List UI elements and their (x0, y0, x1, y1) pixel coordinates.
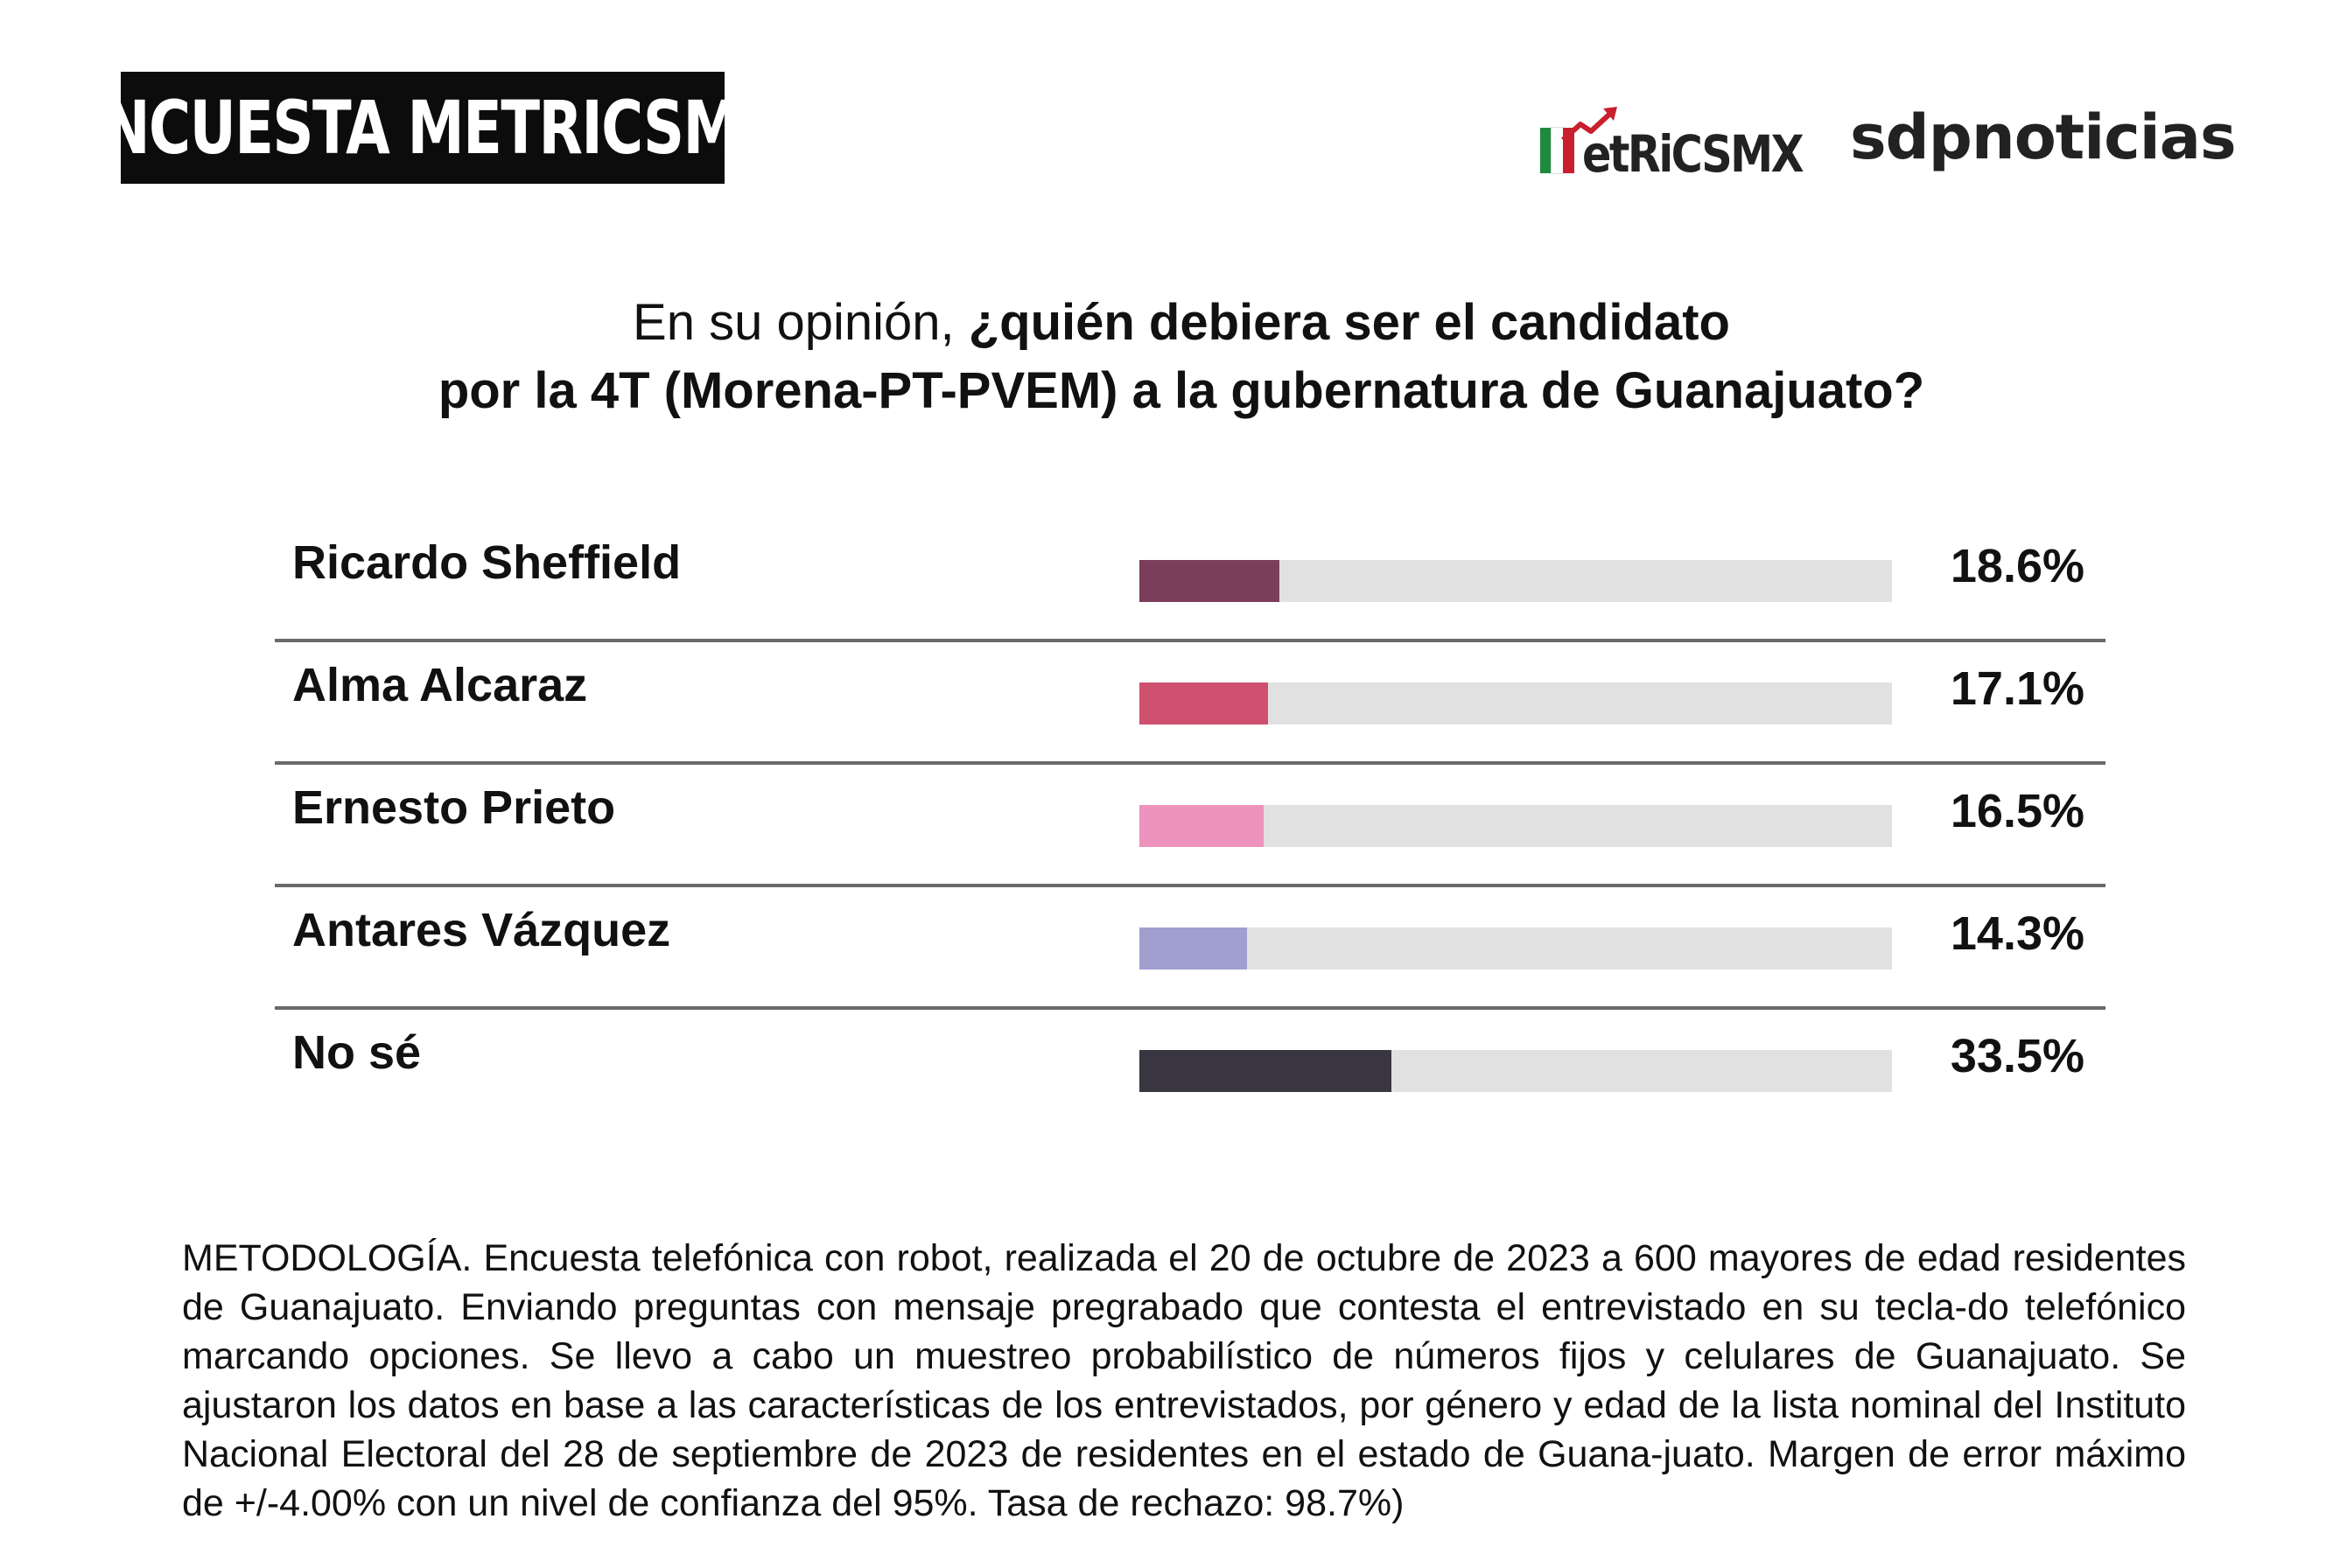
bar (1139, 805, 1264, 847)
bar-value-label: 17.1% (1950, 662, 2084, 715)
bar-track (1139, 805, 1892, 847)
survey-badge: ENCUESTA METRICSMX (64, 72, 782, 184)
bar-value-label: 16.5% (1950, 785, 2084, 837)
survey-badge-text: ENCUESTA METRICSMX (64, 85, 782, 171)
bar-label: Ernesto Prieto (292, 781, 616, 834)
bar (1139, 928, 1247, 970)
metricsmx-logo-text: etRiCSMX (1582, 124, 1804, 184)
row-divider (275, 884, 2105, 887)
bar-label: No sé (292, 1026, 422, 1079)
bar (1139, 560, 1279, 602)
question-title: En su opinión, ¿quién debiera ser el can… (175, 289, 2188, 425)
bar (1139, 1050, 1392, 1092)
question-line1-bold: ¿quién debiera ser el candidato (968, 294, 1730, 351)
question-line1-normal: En su opinión, (633, 294, 969, 351)
bar-value-label: 33.5% (1950, 1030, 2084, 1082)
bar-value-label: 18.6% (1950, 540, 2084, 592)
bar-track (1139, 682, 1892, 724)
bar-track (1139, 1050, 1892, 1092)
row-divider (275, 1006, 2105, 1010)
bar-label: Ricardo Sheffield (292, 536, 682, 589)
trend-arrow-icon (1560, 107, 1617, 143)
question-line2: por la 4T (Morena-PT-PVEM) a la gubernat… (438, 362, 1925, 419)
bar-track (1139, 560, 1892, 602)
row-divider (275, 761, 2105, 765)
sdpnoticias-logo: sdpnoticias (1850, 102, 2237, 173)
metricsmx-logo: etRiCSMX (1540, 105, 1804, 184)
bar (1139, 682, 1269, 724)
bar-label: Alma Alcaraz (292, 659, 588, 711)
bar-track (1139, 928, 1892, 970)
methodology-text: METODOLOGÍA. Encuesta telefónica con rob… (182, 1237, 2186, 1524)
bar-value-label: 14.3% (1950, 907, 2084, 960)
row-divider (275, 639, 2105, 642)
bar-label: Antares Vázquez (292, 904, 671, 956)
